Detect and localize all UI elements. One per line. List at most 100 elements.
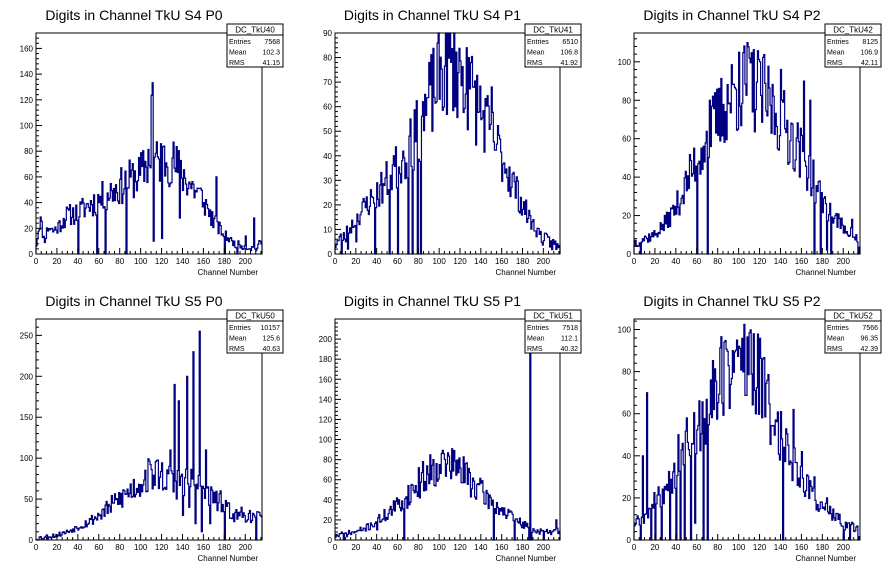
stats-label: RMS (527, 346, 543, 353)
x-axis-label: Channel Number (796, 554, 857, 563)
histogram-series (633, 323, 861, 541)
x-tick-label: 40 (73, 543, 82, 552)
y-tick-label: 120 (20, 96, 34, 105)
stats-value: 112.1 (561, 336, 578, 343)
y-tick-label: 40 (622, 173, 631, 182)
y-tick-label: 80 (622, 368, 631, 377)
y-tick-label: 0 (328, 536, 333, 545)
x-tick-label: 80 (713, 257, 722, 266)
panel-title: Digits in Channel TkU S4 P2 (643, 7, 820, 23)
y-tick-label: 60 (323, 103, 332, 112)
x-tick-label: 200 (537, 257, 551, 266)
stats-value: 7518 (562, 325, 578, 332)
y-tick-label: 50 (323, 127, 332, 136)
x-tick-label: 200 (239, 257, 253, 266)
x-tick-label: 180 (516, 543, 530, 552)
x-tick-label: 160 (795, 257, 809, 266)
x-tick-label: 60 (393, 543, 402, 552)
y-tick-label: 80 (323, 456, 332, 465)
x-tick-label: 200 (239, 543, 253, 552)
y-tick-label: 30 (323, 176, 332, 185)
x-tick-label: 0 (632, 543, 637, 552)
stats-label: Mean (229, 336, 247, 343)
stats-value: 41.15 (262, 60, 280, 67)
stats-label: RMS (527, 60, 543, 67)
stats-box: DC_TkU51 Entries 7518 Mean 112.1 RMS 40.32 (524, 309, 582, 354)
histogram-panel-2: Digits in Channel TkU S4 P10 20 40 60 80 100 1… (323, 7, 582, 277)
x-tick-label: 20 (52, 257, 61, 266)
x-tick-label: 180 (516, 257, 530, 266)
x-tick-label: 80 (414, 257, 423, 266)
stats-box-frame (226, 309, 284, 354)
x-tick-label: 60 (393, 257, 402, 266)
y-tick-label: 150 (20, 413, 34, 422)
x-tick-label: 40 (671, 543, 680, 552)
y-tick-label: 80 (323, 54, 332, 63)
panel-title: Digits in Channel TkU S5 P0 (45, 293, 222, 309)
x-axis-label: Channel Number (198, 554, 259, 563)
stats-label: Entries (827, 39, 849, 46)
x-tick-label: 100 (732, 257, 746, 266)
histogram-series (633, 42, 861, 255)
x-tick-label: 0 (34, 543, 39, 552)
y-tick-label: 140 (319, 395, 333, 404)
x-tick-label: 20 (650, 257, 659, 266)
stats-value: 42.11 (861, 60, 878, 67)
stats-box: DC_TkU40 Entries 7568 Mean 102.3 RMS 41.15 (226, 23, 284, 68)
x-tick-label: 140 (176, 257, 190, 266)
stats-box: DC_TkU50 Entries 10157 Mean 125.6 RMS 40.63 (226, 309, 284, 354)
plot-frame (633, 32, 861, 255)
y-tick-label: 80 (24, 147, 33, 156)
histogram-panel-4: Digits in Channel TkU S5 P0 0 20 40 60 80 100 1… (20, 293, 284, 563)
y-tick-label: 0 (627, 536, 632, 545)
x-tick-label: 80 (713, 543, 722, 552)
y-tick-label: 40 (24, 199, 33, 208)
x-axis-label: Channel Number (496, 554, 557, 563)
stats-histogram-name: DC_TkU42 (833, 26, 873, 35)
y-tick-label: 100 (319, 436, 333, 445)
stats-histogram-name: DC_TkU52 (833, 312, 873, 321)
histogram-series (35, 82, 263, 255)
x-tick-label: 0 (333, 257, 338, 266)
histogram-panel-5: Digits in Channel TkU S5 P1 0 20 40 60 80 100 1… (319, 293, 582, 563)
x-tick-label: 0 (333, 543, 338, 552)
stats-box: DC_TkU41 Entries 6510 Mean 106.8 RMS 41.92 (524, 23, 582, 68)
y-tick-label: 180 (319, 355, 333, 364)
x-tick-label: 180 (816, 543, 830, 552)
y-tick-label: 40 (622, 452, 631, 461)
stats-value: 42.39 (860, 346, 878, 353)
plot-frame (35, 32, 263, 255)
stats-label: Mean (229, 50, 247, 57)
x-tick-label: 120 (155, 257, 169, 266)
x-tick-label: 100 (432, 257, 446, 266)
y-tick-label: 70 (323, 78, 332, 87)
y-tick-label: 100 (618, 326, 632, 335)
x-tick-label: 140 (774, 257, 788, 266)
y-tick-label: 60 (622, 410, 631, 419)
y-tick-label: 160 (319, 375, 333, 384)
stats-value: 7566 (862, 325, 878, 332)
x-tick-label: 120 (753, 257, 767, 266)
stats-label: Mean (527, 50, 545, 57)
plot-frame (35, 318, 263, 541)
stats-label: Entries (229, 325, 251, 332)
stats-label: RMS (827, 346, 843, 353)
y-tick-label: 40 (323, 152, 332, 161)
y-tick-label: 200 (319, 335, 333, 344)
stats-value: 125.6 (262, 336, 280, 343)
y-tick-label: 0 (29, 250, 34, 259)
x-tick-label: 120 (453, 543, 467, 552)
y-tick-label: 0 (328, 250, 333, 259)
x-tick-label: 40 (372, 543, 381, 552)
stats-label: Mean (827, 50, 845, 57)
stats-box: DC_TkU42 Entries 8125 Mean 106.9 RMS 42.11 (824, 23, 882, 68)
histogram-panel-6: Digits in Channel TkU S5 P2 0 20 40 60 80 100 1… (618, 293, 882, 563)
x-tick-label: 180 (816, 257, 830, 266)
y-tick-label: 0 (627, 250, 632, 259)
stats-box-frame (524, 23, 582, 68)
y-tick-label: 160 (20, 44, 34, 53)
x-tick-label: 40 (671, 257, 680, 266)
x-tick-label: 140 (176, 543, 190, 552)
x-tick-label: 60 (692, 543, 701, 552)
